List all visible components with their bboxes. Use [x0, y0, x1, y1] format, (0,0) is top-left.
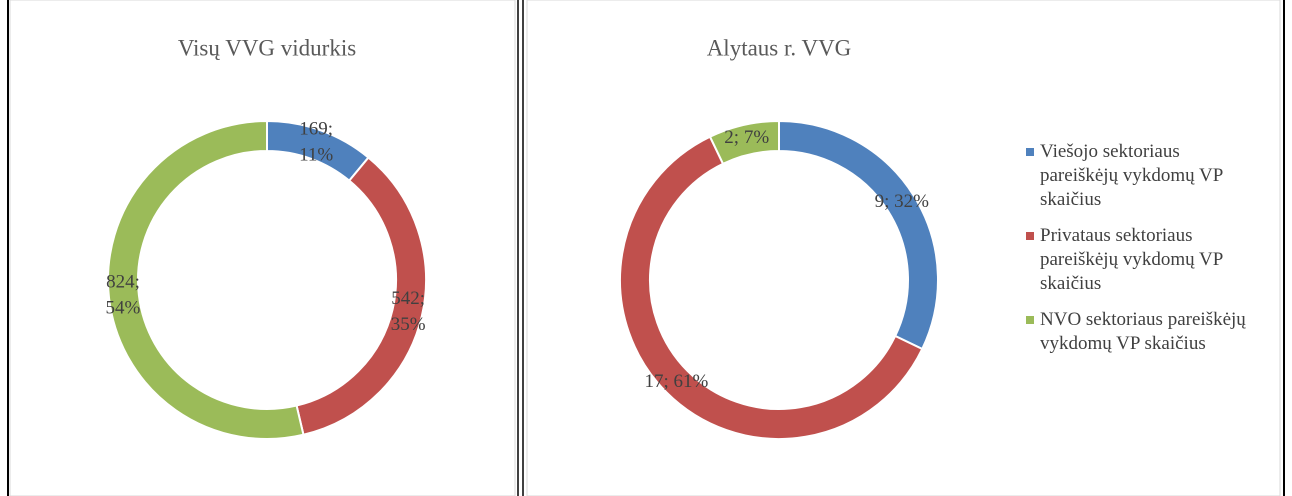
data-label: 824; 54%: [106, 272, 141, 319]
donut-slice: [107, 119, 305, 440]
legend-item: Privataus sektoriaus pareiškėjų vykdomų …: [1026, 224, 1246, 296]
legend-label: NVO sektoriaus pareiškėjų vykdomų VP ska…: [1040, 309, 1246, 354]
donut-slice: [619, 135, 924, 440]
legend-item: NVO sektoriaus pareiškėjų vykdomų VP ska…: [1026, 308, 1246, 356]
legend: Viešojo sektoriaus pareiškėjų vykdomų VP…: [1026, 140, 1246, 368]
legend-swatch: [1026, 232, 1034, 240]
donut-slice: [708, 119, 780, 166]
legend-swatch: [1026, 316, 1034, 324]
legend-label: Viešojo sektoriaus pareiškėjų vykdomų VP…: [1040, 141, 1223, 210]
data-label: 2; 7%: [724, 127, 769, 148]
chart-title: Visų VVG vidurkis: [178, 35, 356, 60]
data-label: 169; 11%: [299, 119, 333, 166]
label-line: 824;: [106, 272, 140, 293]
label-line: 542;: [391, 288, 425, 309]
chart-title: Alytaus r. VVG: [707, 35, 852, 60]
legend-label: Privataus sektoriaus pareiškėjų vykdomų …: [1040, 225, 1223, 294]
label-line: 11%: [299, 145, 333, 166]
legend-swatch: [1026, 148, 1034, 156]
label-line: 35%: [391, 314, 426, 335]
data-label: 17; 61%: [645, 371, 709, 392]
legend-item: Viešojo sektoriaus pareiškėjų vykdomų VP…: [1026, 140, 1246, 212]
data-label: 9; 32%: [875, 191, 930, 212]
label-line: 169;: [299, 119, 333, 140]
data-label: 542; 35%: [391, 288, 426, 335]
label-line: 54%: [106, 298, 141, 319]
